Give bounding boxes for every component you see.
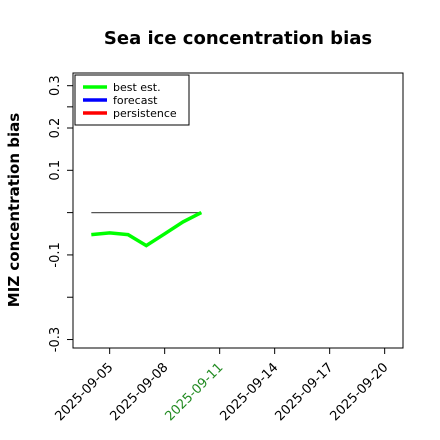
- plot-frame: [72, 72, 404, 349]
- legend-label: best est.: [113, 81, 161, 94]
- plot-lines: [91, 211, 203, 248]
- y-tick-label: 0.3: [48, 75, 63, 96]
- chart-title: Sea ice concentration bias: [104, 28, 372, 49]
- x-tick-label: 2025-09-20: [327, 360, 391, 424]
- x-tick-label: 2025-09-14: [217, 360, 281, 424]
- x-tick-label: 2025-09-17: [272, 360, 336, 424]
- x-tick-label: 2025-09-05: [52, 360, 116, 424]
- y-axis-label: MIZ concentration bias: [5, 113, 23, 307]
- x-axis: 2025-09-052025-09-082025-09-112025-09-14…: [52, 348, 391, 424]
- x-tick-label: 2025-09-08: [107, 360, 171, 424]
- y-tick-label: -0.3: [48, 327, 63, 352]
- y-tick-label: 0.1: [48, 160, 63, 181]
- x-tick-label: 2025-09-11: [162, 360, 226, 424]
- series-line: [91, 211, 203, 248]
- legend-label: persistence: [113, 107, 177, 120]
- y-tick-label: 0.2: [48, 118, 63, 139]
- y-tick-label: -0.1: [48, 242, 63, 267]
- y-axis: 0.3 0.2 0.1 -0.1 -0.3: [48, 75, 73, 352]
- legend-label: forecast: [113, 94, 158, 107]
